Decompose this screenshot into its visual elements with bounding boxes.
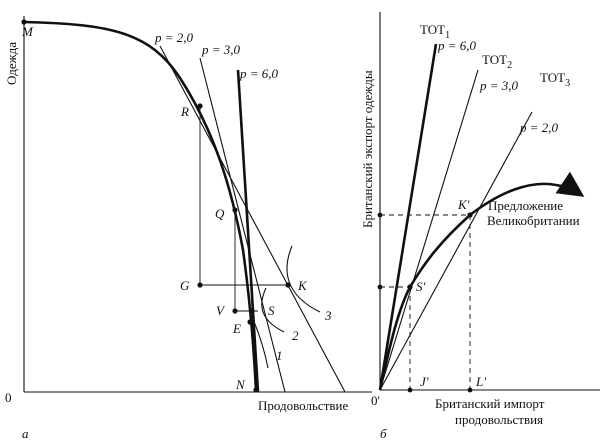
label-k-prime: K' [457, 197, 470, 212]
price-line-p3 [199, 57, 286, 393]
label-g: G [180, 278, 190, 293]
label-q: Q [215, 206, 225, 221]
panel-a-x-axis-label: Продовольствие [258, 398, 348, 413]
price-line-p6 [236, 69, 260, 393]
offer-curve-label-1: Предложение [488, 198, 563, 213]
tick-s-y [377, 284, 383, 290]
label-v: V [216, 303, 226, 318]
tot1-label: ТОТ1 [420, 22, 450, 41]
panel-b-origin: 0' [371, 393, 380, 408]
label-k: K [297, 278, 308, 293]
production-possibility-curve [23, 20, 258, 393]
britain-offer-curve [378, 171, 585, 391]
point-m [21, 19, 27, 25]
panel-b-y-axis-label: Британский экспорт одежды [360, 70, 375, 228]
label-s-prime: S' [416, 279, 426, 294]
tot3-ray [379, 111, 533, 391]
label-r: R [180, 104, 189, 119]
point-s-prime [407, 284, 413, 290]
point-k [285, 282, 291, 288]
tot3-label: ТОТ3 [540, 70, 570, 89]
indifference-curve-3 [286, 245, 321, 313]
point-l-prime [467, 387, 473, 393]
tot2-ray [379, 69, 479, 391]
panel-b-x-axis-label-1: Британский импорт [435, 396, 545, 411]
panel-b: Британский экспорт одежды Британский имп… [360, 12, 600, 441]
tot1-ray [378, 43, 438, 391]
indifference-curve-2 [261, 287, 285, 333]
label-curve-3: 3 [324, 308, 332, 323]
label-j-prime: J' [420, 374, 429, 389]
label-s: S [268, 303, 275, 318]
label-curve-2: 2 [292, 328, 299, 343]
point-j-prime [407, 387, 413, 393]
offer-curve-label-2: Великобритании [487, 213, 580, 228]
label-price-p6: p = 6,0 [239, 66, 279, 81]
panel-a: Одежда Продовольствие 0 а M R Q G K V S … [4, 16, 372, 441]
label-price-p2: p = 2,0 [154, 30, 194, 45]
label-price-p2-b: p = 2,0 [519, 120, 559, 135]
label-m: M [21, 24, 34, 39]
label-price-p3: p = 3,0 [201, 42, 241, 57]
panel-a-origin: 0 [5, 390, 12, 405]
point-k-prime [467, 212, 473, 218]
point-q [232, 207, 238, 213]
point-r [197, 103, 203, 109]
panel-a-letter: а [22, 426, 29, 441]
tick-k-y [377, 212, 383, 218]
panel-a-y-axis-label: Одежда [4, 42, 19, 85]
point-g [197, 282, 203, 288]
label-curve-1: 1 [276, 348, 283, 363]
label-price-p6-b: p = 6,0 [437, 38, 477, 53]
panel-b-x-axis-label-2: продовольствия [455, 412, 543, 427]
label-l-prime: L' [475, 374, 486, 389]
tot2-label: ТОТ2 [482, 52, 512, 71]
panel-b-letter: б [380, 426, 387, 441]
point-s [249, 308, 255, 314]
price-line-p2 [159, 45, 346, 393]
label-n: N [235, 377, 246, 392]
indifference-curve-1 [249, 311, 269, 369]
point-n [253, 387, 259, 393]
point-e [247, 319, 253, 325]
label-price-p3-b: p = 3,0 [479, 78, 519, 93]
label-e: E [232, 321, 241, 336]
point-v [232, 308, 238, 314]
